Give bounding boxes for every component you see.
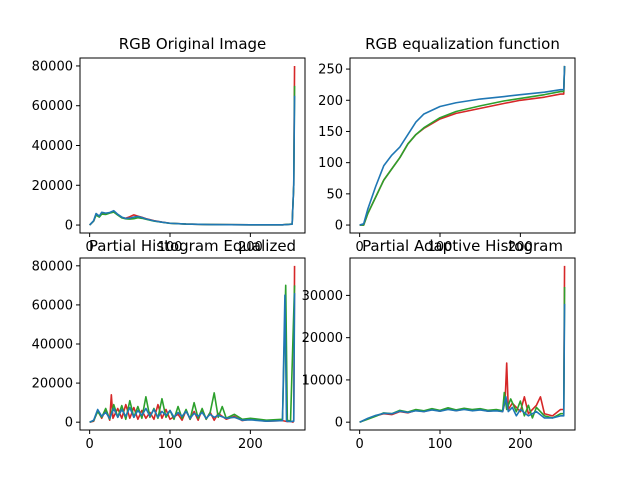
panel-title: Partial Adaptive Histogram bbox=[362, 237, 563, 255]
x-tick-label: 100 bbox=[428, 240, 453, 255]
panel-rgb-equalization: 0 100 200 0 50 100 150 200 250 RGB equalization f… bbox=[318, 35, 576, 255]
x-tick-label: 100 bbox=[428, 437, 453, 452]
y-tick-label: 80000 bbox=[32, 259, 73, 274]
series-group bbox=[359, 265, 566, 423]
panel-title: RGB Original Image bbox=[119, 35, 267, 53]
y-tick-label: 30000 bbox=[302, 289, 343, 304]
panel-rgb-original: 0 100 200 0 20000 40000 60000 80000 RGB Original… bbox=[32, 35, 306, 255]
y-tick-label: 80000 bbox=[32, 59, 73, 74]
y-tick-label: 50 bbox=[326, 187, 343, 202]
series-group bbox=[89, 65, 296, 226]
x-tick-label: 0 bbox=[86, 437, 94, 452]
axes-frame bbox=[349, 257, 576, 431]
x-tick-label: 100 bbox=[158, 437, 183, 452]
y-tick-label: 0 bbox=[335, 416, 343, 431]
x-tick-label: 200 bbox=[238, 240, 263, 255]
y-tick-label: 150 bbox=[318, 125, 343, 140]
x-tick-label: 0 bbox=[356, 437, 364, 452]
x-tick-label: 0 bbox=[356, 240, 364, 255]
y-tick-label: 10000 bbox=[302, 373, 343, 388]
y-tick-label: 20000 bbox=[302, 331, 343, 346]
y-tick-label: 200 bbox=[318, 94, 343, 109]
x-tick-label: 200 bbox=[238, 437, 263, 452]
y-tick-label: 0 bbox=[65, 219, 73, 234]
panel-partial-histogram-equalized: 0 100 200 0 20000 40000 60000 80000 Partial Hist… bbox=[32, 237, 306, 452]
y-tick-label: 20000 bbox=[32, 377, 73, 392]
series-line-2 bbox=[359, 303, 566, 423]
y-tick-label: 40000 bbox=[32, 338, 73, 353]
y-tick-label: 60000 bbox=[32, 298, 73, 313]
x-tick-label: 200 bbox=[508, 240, 533, 255]
y-tick-label: 250 bbox=[318, 63, 343, 78]
x-tick-label: 0 bbox=[86, 240, 94, 255]
series-line-1 bbox=[359, 65, 566, 226]
y-tick-label: 40000 bbox=[32, 139, 73, 154]
y-tick-label: 20000 bbox=[32, 179, 73, 194]
series-line-2 bbox=[359, 65, 566, 226]
x-tick-label: 100 bbox=[158, 240, 183, 255]
y-tick-label: 0 bbox=[65, 416, 73, 431]
series-line-2 bbox=[89, 293, 296, 423]
series-group bbox=[89, 265, 296, 423]
series-group bbox=[359, 65, 566, 226]
panel-title: Partial Histogram Equalized bbox=[89, 237, 296, 255]
y-tick-label: 60000 bbox=[32, 99, 73, 114]
series-line-2 bbox=[89, 95, 296, 226]
panel-title: RGB equalization function bbox=[365, 35, 560, 53]
panel-partial-adaptive-histogram: 0 100 200 0 10000 20000 30000 Partial Adaptive … bbox=[302, 237, 576, 452]
y-tick-label: 100 bbox=[318, 156, 343, 171]
axes-frame bbox=[349, 57, 576, 234]
x-tick-label: 200 bbox=[508, 437, 533, 452]
y-tick-label: 0 bbox=[335, 219, 343, 234]
